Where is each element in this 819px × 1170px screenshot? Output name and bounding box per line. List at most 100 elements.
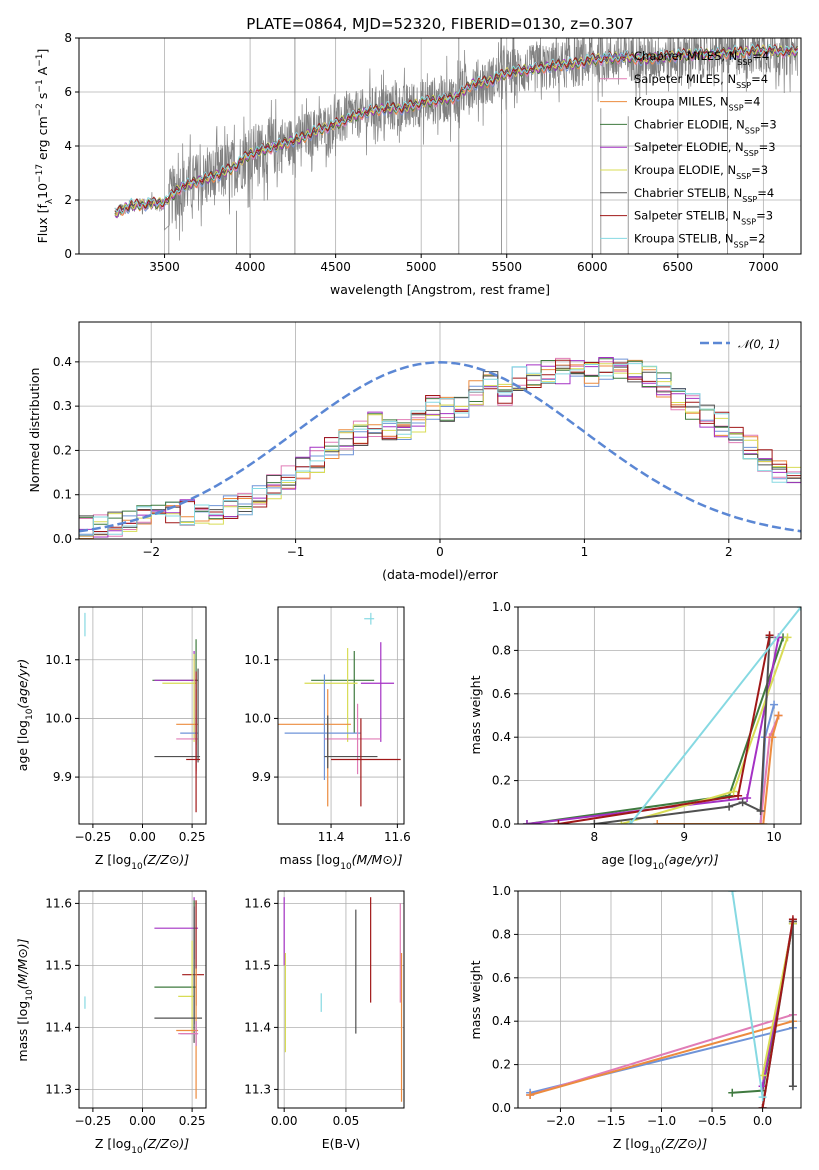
label-sub: 10: [25, 708, 35, 720]
y-axis-label: Flux [fλ10−17 erg cm−2 s−1 A−1]: [35, 49, 55, 244]
y-tick-label: 0.6: [492, 971, 511, 985]
label-sup: −17: [35, 164, 45, 183]
weight-marker: [765, 631, 774, 640]
legend-entry: 𝒩(0, 1): [738, 337, 780, 351]
x-tick-label: 0.00: [271, 1114, 298, 1128]
legend-entry: Chabrier MILES, NSSP=4: [634, 49, 769, 67]
y-tick-label: 2: [64, 193, 72, 207]
y-tick-label: 0.3: [53, 399, 72, 413]
axis-label: wavelength [Angstrom, rest frame]: [330, 282, 550, 297]
label-part: age [log: [15, 720, 30, 771]
x-tick-label: 7000: [748, 260, 779, 274]
y-tick-label: 10.0: [244, 711, 271, 725]
y-tick-label: 9.9: [53, 770, 72, 784]
y-tick-label: 0.1: [53, 488, 72, 502]
label-sub: 10: [340, 862, 352, 872]
weight-vs-metallicity-panel: −2.0 −1.5 −1.0 −0.5 0.0 0.0 0.2 0.4 0.6 0.8 1.0 Z […: [468, 884, 802, 1156]
label-part: 10: [35, 183, 50, 199]
x-tick-label: 5000: [406, 260, 437, 274]
x-tick-label: −0.5: [697, 1114, 726, 1128]
x-tick-label: −2: [142, 545, 160, 559]
legend-sub: SSP: [729, 103, 744, 112]
x-tick-label: 0.25: [179, 830, 206, 844]
x-tick-label: −1.5: [596, 1114, 625, 1128]
x-tick-label: −0.25: [75, 830, 112, 844]
weight-curve: [761, 919, 794, 1108]
y-tick-label: 11.6: [244, 896, 271, 910]
label-sup: −2: [35, 103, 45, 116]
y-tick-label: 11.6: [45, 896, 72, 910]
label-sub: 10: [649, 1146, 661, 1156]
y-axis-label: mass weight: [468, 960, 483, 1039]
weight-marker: [770, 700, 779, 709]
x-axis-label: Z [log10(Z/Z⊙)]: [95, 1136, 189, 1156]
mass-vs-ebv-panel: 0.00 0.05 11.3 11.4 11.5 11.6 E(B-V): [244, 890, 405, 1151]
y-tick-label: 11.4: [244, 1020, 271, 1034]
label-sub: 10: [131, 1146, 143, 1156]
y-tick-label: 1.0: [492, 600, 511, 614]
residual-histogram: [79, 359, 801, 537]
residual-histogram: [79, 357, 801, 537]
axis-label: (data-model)/error: [382, 567, 499, 582]
weight-marker: [590, 820, 599, 824]
label-part: erg cm: [35, 116, 50, 164]
x-tick-label: 10: [766, 830, 781, 844]
figure-title: PLATE=0864, MJD=52320, FIBERID=0130, z=0…: [246, 15, 633, 33]
legend-entry: Kroupa MILES, NSSP=4: [634, 95, 760, 113]
legend-sub: SSP: [734, 240, 749, 249]
weight-marker: [734, 791, 743, 800]
legend-sub: SSP: [736, 80, 751, 89]
legend-name: Salpeter ELODIE, N: [634, 140, 744, 154]
legend-n: =3: [760, 117, 777, 131]
y-tick-label: 0.2: [492, 774, 511, 788]
y-axis-label: mass [log10(M/M⊙)]: [15, 938, 35, 1061]
y-tick-label: 0.8: [492, 643, 511, 657]
weight-curve: [529, 1020, 794, 1096]
legend-entry: Salpeter STELIB, NSSP=3: [634, 209, 773, 227]
legend-n: =4: [752, 49, 769, 63]
label-part: (Z/Z⊙)]: [143, 1136, 190, 1151]
label-part: s: [35, 93, 50, 104]
weight-marker: [768, 733, 777, 742]
label-part: mass [log: [279, 852, 340, 867]
weight-marker: [728, 891, 737, 895]
plot-area: [522, 607, 801, 824]
x-tick-label: 5500: [491, 260, 522, 274]
legend-entry: Salpeter MILES, NSSP=4: [634, 72, 768, 90]
x-axis-label: Z [log10(Z/Z⊙)]: [613, 1136, 707, 1156]
y-tick-label: 10.0: [45, 711, 72, 725]
model-spectrum: [114, 43, 798, 213]
weight-marker: [758, 1093, 767, 1102]
x-tick-label: 0: [436, 545, 444, 559]
weight-marker: [738, 798, 747, 807]
y-tick-label: 0.0: [492, 1101, 511, 1115]
x-tick-label: 0.00: [129, 830, 156, 844]
residual-histogram-panel: −2 −1 0 1 2 0.0 0.1 0.2 0.3 0.4 𝒩(0, 1) (data-model…: [27, 321, 802, 582]
legend-name: Salpeter MILES, N: [634, 72, 736, 86]
x-tick-label: 11.6: [384, 830, 411, 844]
x-tick-label: 0.05: [333, 1114, 360, 1128]
plot-area: [114, 38, 799, 254]
legend-entry: Kroupa STELIB, NSSP=2: [634, 231, 765, 249]
legend-entry: Chabrier ELODIE, NSSP=3: [634, 117, 777, 135]
x-tick-label: 4500: [320, 260, 351, 274]
weight-marker: [758, 1104, 767, 1108]
plot-area: [283, 897, 403, 1102]
legend-n: =4: [757, 186, 774, 200]
y-tick-label: 11.3: [45, 1082, 72, 1096]
legend-sub: SSP: [744, 149, 759, 158]
y-axis-label: Normed distribution: [27, 368, 42, 493]
weight-marker: [788, 1082, 797, 1091]
x-tick-label: −2.0: [546, 1114, 575, 1128]
axes-frame: [277, 890, 405, 1109]
weight-marker: [756, 820, 765, 824]
legend-n: =3: [759, 140, 776, 154]
weight-marker: [725, 802, 734, 811]
y-tick-label: 11.3: [244, 1082, 271, 1096]
legend-n: =3: [756, 209, 773, 223]
axes-frame: [517, 606, 802, 825]
legend-name: Kroupa MILES, N: [634, 95, 729, 109]
label-sub: 10: [653, 862, 665, 872]
